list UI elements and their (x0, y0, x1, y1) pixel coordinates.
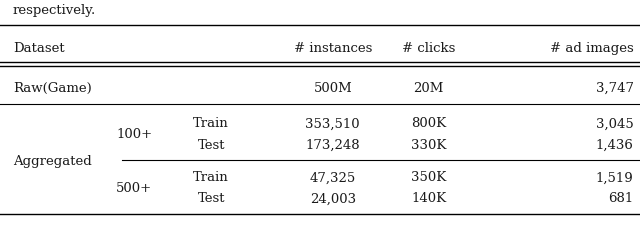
Text: 24,003: 24,003 (310, 192, 356, 205)
Text: # clicks: # clicks (402, 42, 456, 55)
Text: 100+: 100+ (116, 128, 152, 141)
Text: 3,747: 3,747 (596, 82, 634, 95)
Text: 350K: 350K (411, 171, 447, 184)
Text: Aggregated: Aggregated (13, 155, 92, 168)
Text: Dataset: Dataset (13, 42, 65, 55)
Text: Train: Train (193, 171, 229, 184)
Text: 800K: 800K (412, 117, 446, 130)
Text: Train: Train (193, 117, 229, 130)
Text: # ad images: # ad images (550, 42, 634, 55)
Text: Test: Test (198, 139, 225, 152)
Text: # instances: # instances (294, 42, 372, 55)
Text: 1,436: 1,436 (596, 139, 634, 152)
Text: 353,510: 353,510 (305, 117, 360, 130)
Text: Test: Test (198, 192, 225, 205)
Text: 330K: 330K (411, 139, 447, 152)
Text: 3,045: 3,045 (596, 117, 634, 130)
Text: 140K: 140K (412, 192, 446, 205)
Text: 47,325: 47,325 (310, 171, 356, 184)
Text: Raw(Game): Raw(Game) (13, 82, 92, 95)
Text: 20M: 20M (413, 82, 444, 95)
Text: 173,248: 173,248 (305, 139, 360, 152)
Text: 500M: 500M (314, 82, 352, 95)
Text: 500+: 500+ (116, 182, 152, 195)
Text: 681: 681 (609, 192, 634, 205)
Text: 1,519: 1,519 (596, 171, 634, 184)
Text: respectively.: respectively. (13, 4, 96, 17)
